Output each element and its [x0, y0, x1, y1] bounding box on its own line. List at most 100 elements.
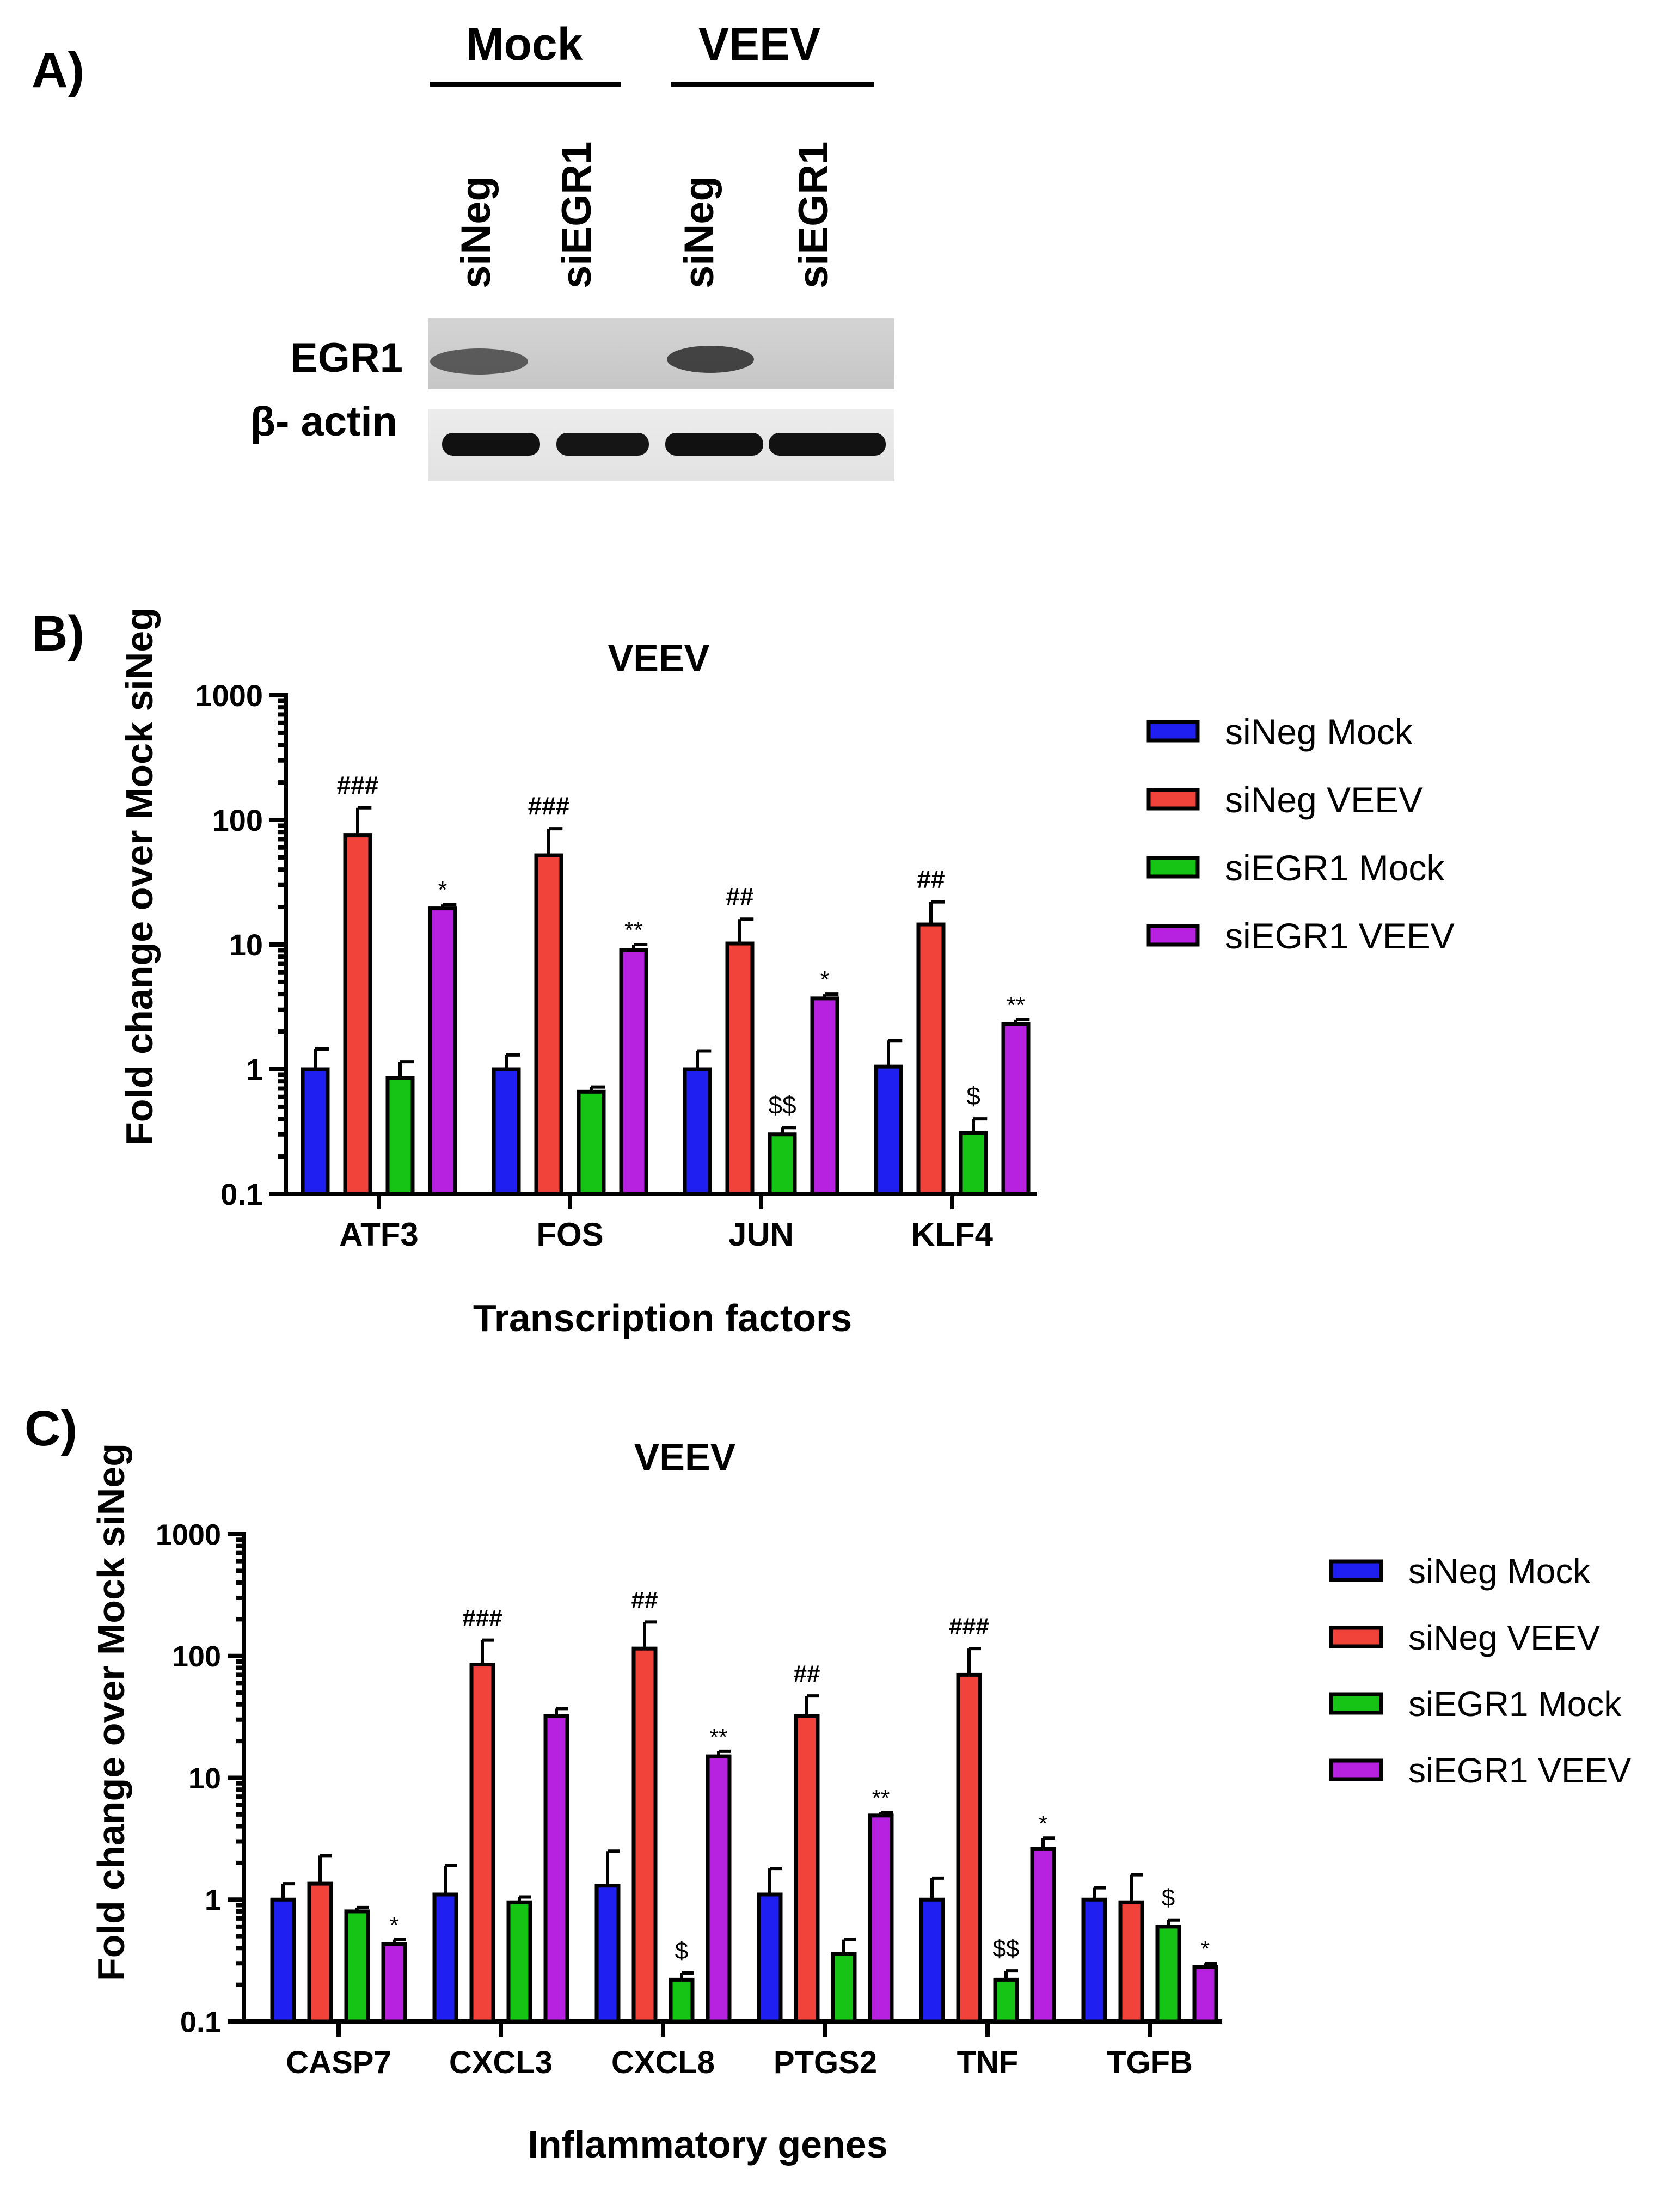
legend-swatch-sineg-mock: [1146, 720, 1200, 743]
chart-b-xlabel: Transcription factors: [473, 1297, 852, 1339]
bar-fos-sineg-mock: [492, 1067, 521, 1196]
bar-tnf-sineg-mock: [919, 1897, 945, 2024]
x-tick-label-tnf: TNF: [957, 2045, 1019, 2080]
x-tick-label-cxcl3: CXCL3: [449, 2045, 553, 2080]
x-tick-label-atf3: ATF3: [339, 1216, 419, 1253]
legend-label-sineg-veev: siNeg VEEV: [1408, 1618, 1600, 1657]
y-tick-label: 0.1: [180, 2006, 221, 2038]
egr1-band-lane3: [667, 346, 754, 373]
bar-tnf-siegr1-veev: [1030, 1847, 1056, 2024]
lane-label-2: siEGR1: [554, 142, 600, 289]
bar-tgfb-siegr1-mock: [1155, 1925, 1181, 2024]
legend-label-sineg-veev: siNeg VEEV: [1225, 780, 1423, 820]
bar-casp7-sineg-veev: [307, 1881, 333, 2024]
significance-label: $: [675, 1938, 688, 1964]
panel-c: C) VEEV Fold change over Mock siNeg Infl…: [24, 1401, 1631, 2166]
y-tick-label: 100: [172, 1640, 221, 1673]
chart-b-ylabel: Fold change over Mock siNeg: [118, 608, 161, 1145]
legend-swatch-sineg-veev: [1329, 1626, 1383, 1648]
bar-ptgs2-sineg-mock: [757, 1892, 783, 2024]
row-label-egr1: EGR1: [290, 335, 403, 381]
legend-label-sineg-mock: siNeg Mock: [1408, 1552, 1591, 1591]
panel-b-label: B): [32, 606, 84, 661]
chart-c-plot: 0.1 1 10 100 1000 CASP7 CXCL3 CXCL8 PTGS2 TNF TGFB…: [156, 1518, 1222, 2080]
bar-jun-siegr1-mock: [768, 1132, 797, 1196]
y-tick-label: 0.1: [220, 1177, 263, 1211]
significance-label: ##: [631, 1586, 658, 1613]
row-label-actin: β- actin: [250, 399, 397, 445]
bar-jun-sineg-mock: [683, 1067, 712, 1196]
significance-label: ###: [337, 771, 379, 799]
chart-b-title: VEEV: [608, 637, 710, 679]
bar-cxcl8-siegr1-mock: [669, 1977, 695, 2024]
bar-klf4-sineg-veev: [916, 922, 946, 1196]
bar-fos-siegr1-mock: [577, 1089, 606, 1196]
significance-label: *: [1201, 1936, 1210, 1962]
significance-label: **: [624, 917, 643, 943]
legend-swatch-siegr1-mock: [1329, 1692, 1383, 1715]
actin-band-lane2: [556, 433, 649, 456]
bar-atf3-sineg-veev: [343, 833, 372, 1196]
bar-fos-sineg-veev: [534, 853, 563, 1196]
bar-cxcl3-sineg-mock: [432, 1892, 458, 2024]
significance-label: $$: [768, 1090, 796, 1119]
egr1-band-lane1: [430, 348, 528, 375]
significance-label: **: [710, 1724, 728, 1750]
bar-ptgs2-sineg-veev: [794, 1714, 820, 2024]
bar-tnf-sineg-veev: [956, 1672, 982, 2024]
bar-tnf-siegr1-mock: [993, 1977, 1019, 2024]
legend-swatch-sineg-mock: [1329, 1559, 1383, 1582]
lane-label-1: siNeg: [453, 176, 499, 289]
y-tick-label: 100: [212, 803, 263, 837]
bar-fos-siegr1-veev: [619, 948, 648, 1196]
y-tick-label: 10: [188, 1762, 221, 1795]
lane-label-4: siEGR1: [790, 142, 837, 289]
bar-ptgs2-siegr1-veev: [868, 1813, 894, 2024]
actin-band-lane3: [665, 433, 763, 456]
legend-label-sineg-mock: siNeg Mock: [1225, 712, 1413, 752]
x-tick-label-tgfb: TGFB: [1107, 2045, 1193, 2080]
legend-swatch-sineg-veev: [1146, 788, 1200, 811]
bar-cxcl3-siegr1-mock: [506, 1900, 532, 2024]
legend-label-siegr1-veev: siEGR1 VEEV: [1225, 916, 1455, 956]
chart-c-title: VEEV: [634, 1436, 736, 1478]
bar-cxcl3-sineg-veev: [469, 1663, 495, 2024]
legend-label-siegr1-mock: siEGR1 Mock: [1408, 1684, 1622, 1724]
bar-cxcl8-sineg-mock: [594, 1884, 621, 2024]
significance-label: $: [1162, 1885, 1175, 1911]
significance-label: ##: [726, 882, 753, 910]
significance-label: *: [1039, 1811, 1047, 1836]
x-tick-label-fos: FOS: [536, 1216, 603, 1253]
chart-c-ylabel: Fold change over Mock siNeg: [90, 1443, 132, 1981]
y-tick-label: 10: [229, 928, 263, 962]
group-label-veev: VEEV: [698, 19, 820, 70]
y-tick-label: 1000: [195, 678, 263, 713]
bar-tgfb-sineg-mock: [1081, 1897, 1107, 2024]
legend-swatch-siegr1-mock: [1146, 856, 1200, 879]
significance-label: $$: [993, 1935, 1020, 1962]
bar-tgfb-sineg-veev: [1118, 1900, 1144, 2024]
x-tick-label-casp7: CASP7: [286, 2045, 391, 2080]
chart-b-legend: siNeg Mock siNeg VEEV siEGR1 Mock siEGR1 VE…: [1146, 712, 1455, 956]
bar-casp7-sineg-mock: [270, 1897, 296, 2024]
bar-casp7-siegr1-veev: [381, 1942, 407, 2024]
significance-label: *: [390, 1913, 398, 1938]
bar-jun-sineg-veev: [725, 941, 755, 1196]
x-tick-label-cxcl8: CXCL8: [611, 2045, 715, 2080]
y-tick-label: 1: [246, 1052, 263, 1087]
bar-atf3-siegr1-mock: [385, 1076, 415, 1196]
lane-label-3: siNeg: [676, 176, 722, 289]
bar-tgfb-siegr1-veev: [1192, 1965, 1218, 2024]
significance-label: *: [438, 877, 447, 903]
legend-label-siegr1-mock: siEGR1 Mock: [1225, 848, 1445, 888]
bar-klf4-sineg-mock: [874, 1064, 903, 1196]
significance-label: $: [966, 1082, 980, 1110]
significance-label: ##: [917, 865, 945, 893]
bar-cxcl8-siegr1-veev: [706, 1754, 732, 2024]
panel-c-label: C): [24, 1401, 77, 1456]
significance-label: ##: [794, 1660, 820, 1687]
bar-klf4-siegr1-veev: [1001, 1022, 1031, 1196]
legend-label-siegr1-veev: siEGR1 VEEV: [1408, 1751, 1631, 1790]
significance-label: *: [820, 966, 829, 993]
